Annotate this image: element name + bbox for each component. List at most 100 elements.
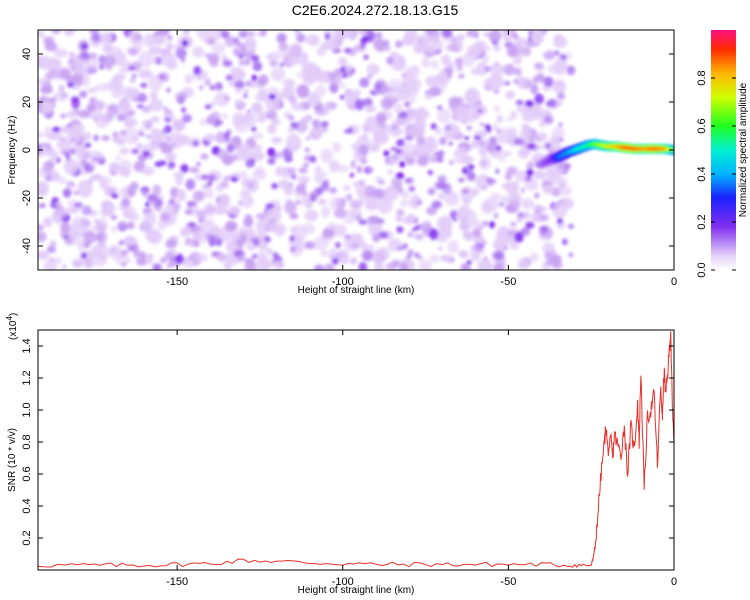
spectrogram-cell xyxy=(192,46,205,58)
spectrogram-cell xyxy=(382,39,390,48)
spectrogram-cell xyxy=(374,262,385,270)
spectrogram-cell xyxy=(399,262,409,270)
spectrogram-cell xyxy=(89,97,97,104)
spectrogram-cell xyxy=(40,100,53,114)
spectrogram-cell xyxy=(551,261,563,270)
spectrogram-cell xyxy=(126,221,135,230)
spectrogram-cell xyxy=(142,144,149,150)
spectrogram-cell xyxy=(79,90,88,99)
spectrogram-cell xyxy=(358,219,368,225)
snr-y-tick-label: 0.4 xyxy=(21,498,33,513)
spectrogram-cell xyxy=(444,254,453,263)
spectrogram-cell xyxy=(99,181,108,189)
spectrogram-cell xyxy=(354,180,367,194)
spectrogram-cell xyxy=(216,252,226,262)
spectrogram-cell xyxy=(226,252,233,261)
spectrogram-cell xyxy=(269,218,276,224)
spectrogram-cell xyxy=(238,30,249,39)
spectrogram-cell xyxy=(467,219,484,230)
spectrogram-cell xyxy=(158,140,169,148)
spectrogram-cell xyxy=(491,40,498,46)
spectrogram-cell xyxy=(338,164,349,173)
snr-y-ticks: 0.2 0.4 0.6 0.8 1.0 1.2 1.4 xyxy=(21,338,674,546)
spectrogram-cell xyxy=(76,145,87,156)
spectrogram-cell xyxy=(403,75,413,85)
spectrogram-cell xyxy=(271,182,279,190)
spectrogram-cell xyxy=(546,260,551,265)
spectrogram-cell xyxy=(533,62,544,70)
spectrogram-cell xyxy=(40,85,53,94)
spectrogram-cell xyxy=(199,30,213,43)
spectrogram-cell xyxy=(496,149,507,162)
spectrogram-cell xyxy=(149,91,158,100)
spectrogram-cell xyxy=(112,46,122,55)
spectrogram-cell xyxy=(525,221,535,229)
spectrogram-cell xyxy=(358,144,369,157)
spectrogram-cell xyxy=(474,135,482,141)
spectrogram-cell xyxy=(296,32,306,43)
spectrogram-cell xyxy=(136,142,143,150)
spectrogram-cell xyxy=(529,252,539,262)
spectrogram-cell xyxy=(192,190,205,202)
spectrogram-cell xyxy=(63,158,79,175)
spectrogram-cell xyxy=(452,125,460,130)
spectrogram-cell xyxy=(224,136,231,143)
spectrogram-cell xyxy=(240,194,254,209)
spectrogram-cell xyxy=(145,201,150,207)
spectrogram-cell xyxy=(488,30,502,43)
spectrogram-cell xyxy=(53,30,61,34)
spectrogram-cell xyxy=(521,210,531,221)
spectrogram-cell xyxy=(128,48,138,56)
spectrogram-cell xyxy=(437,246,443,250)
spectrogram-cell xyxy=(38,231,47,243)
spectrogram-cell xyxy=(493,105,500,113)
spectrogram-cell xyxy=(437,175,447,184)
spectrogram-cell xyxy=(462,232,473,241)
spectrogram-cell xyxy=(151,56,159,63)
spectrogram-cell xyxy=(255,213,267,220)
spectrogram-cell xyxy=(400,191,410,199)
spectrogram-cell xyxy=(59,177,67,185)
spectrogram-cell xyxy=(60,113,67,119)
spectrogram-cell xyxy=(486,142,497,153)
spectrogram-cell xyxy=(105,63,113,71)
spectrogram-cell xyxy=(315,84,326,97)
spectrogram-cell xyxy=(120,102,132,114)
spectrogram-cell xyxy=(269,51,284,60)
spectrogram-cell xyxy=(434,126,442,135)
spectrogram-cell xyxy=(526,168,534,177)
spectrogram-cell xyxy=(481,54,490,64)
spectrogram-cell xyxy=(180,227,192,236)
spectrogram-cell xyxy=(533,133,549,143)
spectrogram-cell xyxy=(554,42,562,48)
spectrogram-cell xyxy=(282,48,292,57)
spectrogram-cell xyxy=(138,51,154,68)
spectrogram-cell xyxy=(363,126,369,133)
spectrogram-y-tick-label: -40 xyxy=(21,238,33,254)
spectrogram-cell xyxy=(520,187,525,193)
spectrogram-cell xyxy=(83,259,94,269)
spectrogram-cell xyxy=(419,221,433,232)
spectrogram-cell xyxy=(143,211,157,223)
spectrogram-cell xyxy=(314,165,322,174)
spectrogram-cell xyxy=(495,129,501,133)
spectrogram-cell xyxy=(405,83,419,99)
spectrogram-cell xyxy=(172,119,186,132)
spectrogram-cell xyxy=(429,254,440,263)
spectrogram-cell xyxy=(524,175,532,182)
spectrogram-cell xyxy=(549,135,560,145)
spectrogram-cell xyxy=(219,180,229,189)
spectrogram-cell xyxy=(328,160,341,173)
spectrogram-cell xyxy=(458,73,465,79)
spectrogram-cell xyxy=(38,132,45,138)
spectrogram-cell xyxy=(80,76,91,87)
spectrogram-cell xyxy=(351,243,359,249)
spectrogram-cell xyxy=(485,125,492,133)
spectrogram-cell xyxy=(215,238,223,247)
spectrogram-cell xyxy=(66,110,78,119)
spectrogram-cell xyxy=(294,242,305,252)
spectrogram-cell xyxy=(517,258,530,270)
spectrogram-cell xyxy=(154,161,163,168)
spectrogram-cell xyxy=(558,122,563,128)
spectrogram-cell xyxy=(54,48,68,58)
